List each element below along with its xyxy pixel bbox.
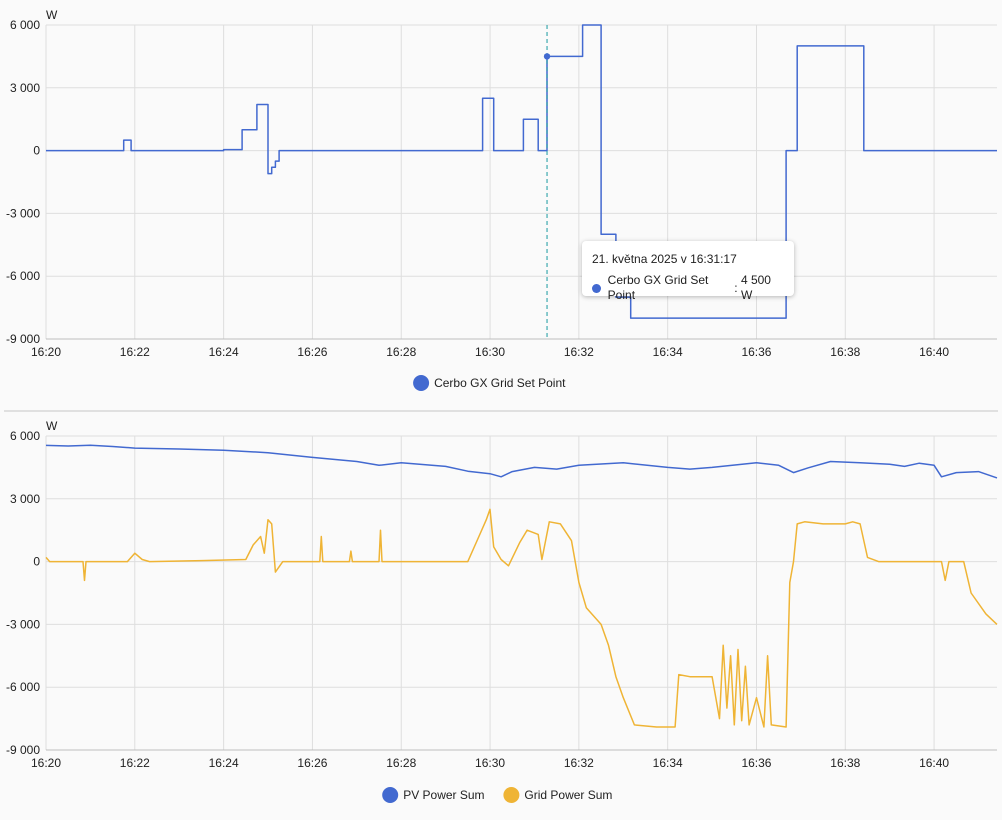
chart-divider xyxy=(4,410,998,412)
x-tick-label: 16:20 xyxy=(31,756,61,770)
y-tick-label: 6 000 xyxy=(10,429,40,443)
series-line-cerbo-gx-grid-set-point xyxy=(46,24,997,319)
x-tick-label: 16:32 xyxy=(564,345,594,359)
y-tick-label: 3 000 xyxy=(10,492,40,506)
y-tick-label: -3 000 xyxy=(6,617,40,631)
x-tick-label: 16:34 xyxy=(653,756,683,770)
y-tick-label: -3 000 xyxy=(6,206,40,220)
y-tick-label: 0 xyxy=(33,555,40,569)
tooltip-separator: : xyxy=(734,280,741,295)
x-tick-label: 16:26 xyxy=(297,345,327,359)
x-tick-label: 16:32 xyxy=(564,756,594,770)
x-tick-label: 16:30 xyxy=(475,345,505,359)
y-tick-label: 6 000 xyxy=(10,18,40,32)
y-tick-label: -9 000 xyxy=(6,743,40,757)
chart-tooltip: 21. května 2025 v 16:31:17 Cerbo GX Grid… xyxy=(582,241,794,302)
tooltip-row: Cerbo GX Grid Set Point: 4 500 W xyxy=(592,273,784,303)
x-tick-label: 16:22 xyxy=(120,756,150,770)
legend-label: Grid Power Sum xyxy=(524,788,612,802)
x-tick-label: 16:34 xyxy=(653,345,683,359)
series-line-pv-power-sum xyxy=(45,444,998,479)
legend-swatch xyxy=(382,787,399,803)
tooltip-series-dot xyxy=(592,283,601,293)
y-tick-label: -9 000 xyxy=(6,332,40,346)
y-tick-label: -6 000 xyxy=(6,680,40,694)
x-tick-label: 16:38 xyxy=(830,756,860,770)
x-tick-label: 16:40 xyxy=(919,345,949,359)
x-tick-label: 16:40 xyxy=(919,756,949,770)
y-tick-label: 0 xyxy=(33,144,40,158)
tooltip-series-name: Cerbo GX Grid Set Point xyxy=(607,273,709,302)
legend-label: PV Power Sum xyxy=(403,788,484,802)
x-tick-label: 16:20 xyxy=(31,345,61,359)
x-tick-label: 16:28 xyxy=(386,345,416,359)
x-tick-label: 16:26 xyxy=(297,756,327,770)
hover-point xyxy=(543,53,551,60)
y-tick-label: -6 000 xyxy=(6,269,40,283)
legend-swatch xyxy=(503,787,520,803)
x-tick-label: 16:28 xyxy=(386,756,416,770)
x-tick-label: 16:36 xyxy=(741,756,771,770)
x-tick-label: 16:38 xyxy=(830,345,860,359)
y-axis-unit: W xyxy=(46,419,58,433)
y-tick-label: 3 000 xyxy=(10,81,40,95)
x-tick-label: 16:36 xyxy=(741,345,771,359)
y-axis-unit: W xyxy=(46,8,58,22)
series-line-grid-power-sum xyxy=(45,508,998,728)
tooltip-title: 21. května 2025 v 16:31:17 xyxy=(592,252,737,266)
x-tick-label: 16:24 xyxy=(209,756,239,770)
x-tick-label: 16:24 xyxy=(209,345,239,359)
x-tick-label: 16:22 xyxy=(120,345,150,359)
x-tick-label: 16:30 xyxy=(475,756,505,770)
tooltip-value: 4 500 W xyxy=(740,273,771,302)
legend-swatch xyxy=(413,375,430,391)
legend-label: Cerbo GX Grid Set Point xyxy=(434,376,566,390)
